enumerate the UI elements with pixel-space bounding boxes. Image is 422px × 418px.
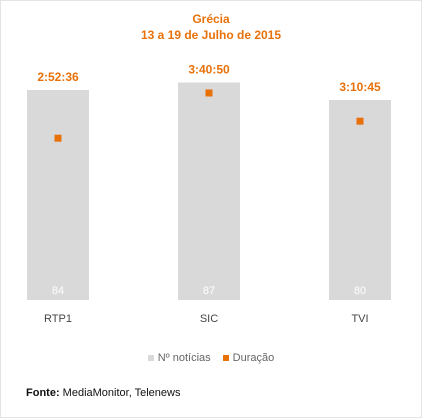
category-label: TVI [351,313,368,325]
marker-duracao-sic [205,89,213,97]
marker-duracao-tvi [356,117,364,125]
chart-subtitle: 13 a 19 de Julho de 2015 [140,28,282,42]
category-label: SIC [200,313,218,325]
duration-label: 3:40:50 [188,63,230,77]
bar-rtp1 [27,90,89,300]
duration-label: 2:52:36 [37,70,79,84]
legend-swatch-duracao [222,355,229,361]
bar-value-label: 84 [52,285,64,297]
legend-label-duracao: Duração [232,352,275,364]
bar-value-label: 87 [203,285,215,297]
source-text: MediaMonitor, Telenews [62,387,181,399]
chart-title: Grécia [192,12,230,26]
source-label: Fonte: [26,387,60,399]
legend-item-duracao: Duração [222,352,275,364]
duration-label: 3:10:45 [339,80,381,94]
bar-value-label: 80 [354,285,366,297]
marker-duracao-rtp1 [54,134,62,142]
legend-label-noticias: Nº notícias [157,352,211,364]
legend-swatch-noticias [147,355,154,361]
source-note: Fonte: MediaMonitor, Telenews [26,387,180,399]
legend-item-noticias: Nº notícias [147,352,211,364]
chart-legend: Nº notícias Duração [0,352,422,364]
bar-sic [178,82,240,300]
chart-plot: 84 2:52:36 RTP1 87 3:40:50 SIC 80 3:10:45 TVI [27,63,391,325]
category-label: RTP1 [44,313,72,325]
bar-tvi [329,100,391,300]
